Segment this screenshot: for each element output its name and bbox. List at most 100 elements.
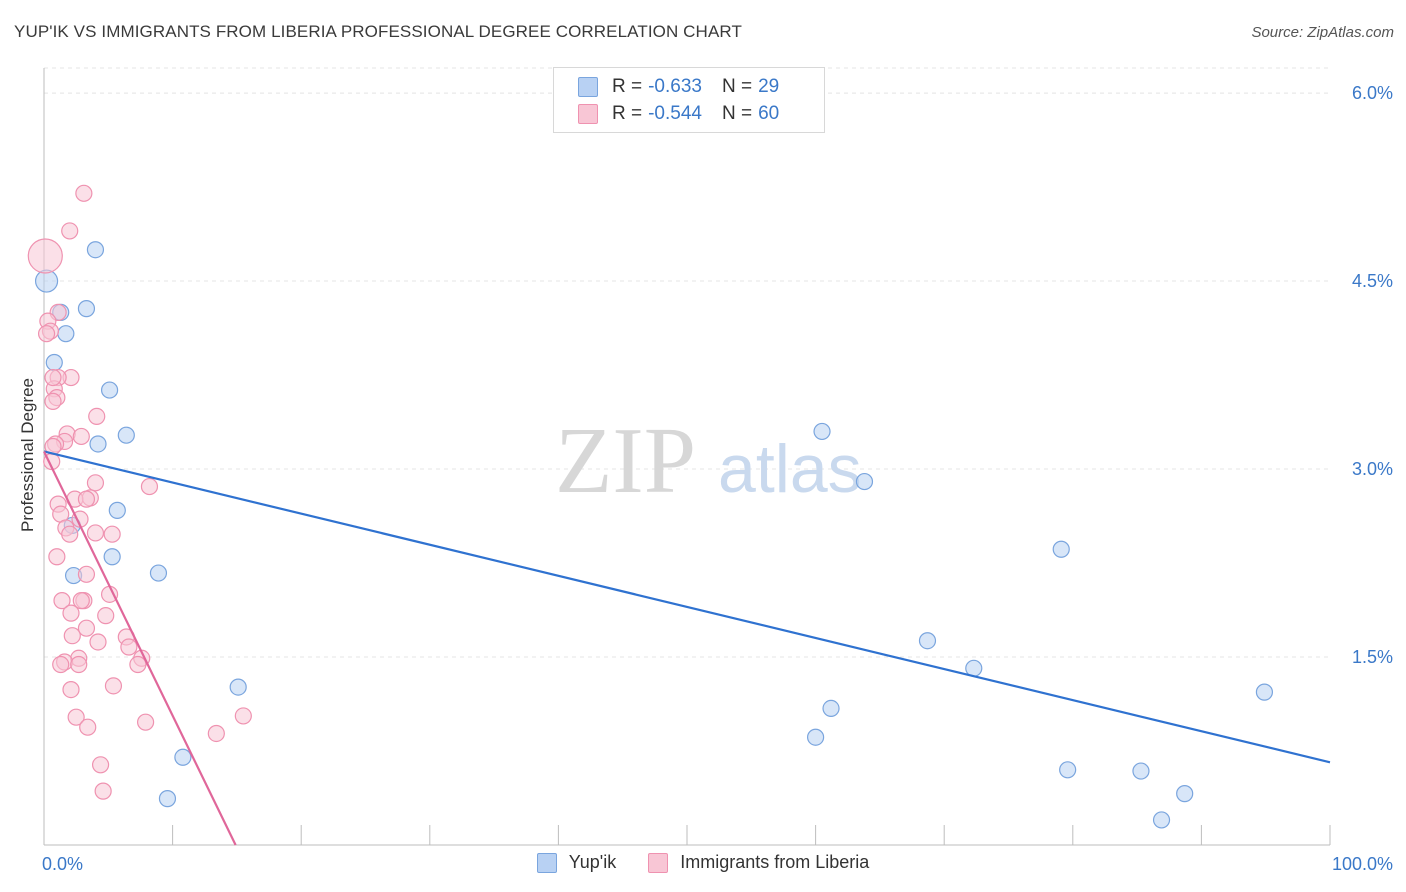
liberia-point — [44, 368, 62, 387]
yupik-point — [77, 300, 96, 318]
liberia-point — [97, 607, 115, 625]
yupik-trend-line — [43, 450, 1331, 764]
r-label: R = — [612, 76, 643, 97]
yupik-point — [100, 381, 119, 399]
yupik-point — [117, 426, 135, 444]
liberia-point — [103, 525, 121, 543]
y-tick-label: 3.0% — [1352, 459, 1393, 479]
r-value: -0.544 — [648, 103, 702, 124]
yupik-point — [822, 699, 840, 717]
liberia-point — [53, 592, 71, 610]
yupik-point — [108, 501, 126, 519]
liberia-point — [27, 238, 63, 274]
grid-layer — [44, 67, 1330, 658]
liberia-point — [72, 592, 90, 610]
y-tick-label: 6.0% — [1352, 83, 1393, 103]
y-tick-label: 1.5% — [1352, 647, 1393, 667]
liberia-point — [48, 548, 66, 566]
liberia-point — [129, 655, 147, 674]
liberia-point — [63, 627, 81, 645]
liberia-point — [75, 184, 93, 202]
liberia-point — [89, 633, 107, 651]
yupik-legend-swatch — [536, 852, 557, 873]
liberia-point — [88, 407, 106, 425]
yupik-point — [229, 678, 247, 696]
x-tick-label: 0.0% — [42, 854, 83, 874]
legend-label: Yup'ik — [568, 852, 617, 872]
liberia-point — [207, 724, 225, 743]
liberia-point — [77, 565, 96, 583]
yupik-point — [57, 325, 75, 343]
trend-layer — [43, 450, 1331, 846]
yupik-point — [918, 632, 937, 650]
liberia-point — [140, 477, 159, 496]
yupik-point — [806, 728, 825, 746]
liberia-point — [77, 619, 96, 637]
n-value: 60 — [758, 103, 780, 124]
legend-item-yupik[interactable]: Yup'ik — [536, 852, 617, 873]
liberia-point — [79, 718, 97, 736]
liberia-legend-swatch — [648, 852, 669, 873]
liberia-point — [234, 707, 252, 725]
n-label: N = — [721, 103, 753, 124]
yupik-point — [1255, 683, 1274, 701]
yupik-point — [1059, 761, 1077, 779]
yupik-point — [1152, 811, 1171, 829]
liberia-point — [37, 325, 56, 343]
yupik-point — [1132, 762, 1150, 780]
legend-item-liberia[interactable]: Immigrants from Liberia — [648, 852, 869, 873]
stats-legend: R = -0.633 N = 29 R = -0.544 N = 60 — [553, 67, 825, 133]
liberia-point — [61, 525, 79, 543]
liberia-point — [70, 655, 88, 674]
yupik-point — [1052, 540, 1070, 558]
liberia-point — [52, 655, 70, 674]
liberia-point — [104, 677, 123, 695]
yupik-point — [855, 472, 874, 491]
liberia-point — [94, 782, 112, 800]
chart-title: YUP'IK VS IMMIGRANTS FROM LIBERIA PROFES… — [14, 22, 742, 41]
yupik-point — [103, 548, 121, 566]
liberia-point — [44, 392, 62, 410]
liberia-point — [136, 713, 155, 731]
liberia-swatch — [578, 104, 598, 124]
yupik-point — [45, 353, 63, 372]
yupik-point — [86, 241, 105, 259]
x-tick-label: 100.0% — [1332, 854, 1393, 874]
liberia-trend-line — [43, 451, 237, 846]
liberia-point — [67, 708, 85, 726]
y-tick-label: 4.5% — [1352, 271, 1393, 291]
y-axis-label: Professional Degree — [18, 378, 37, 532]
liberia-point — [120, 638, 138, 656]
yupik-swatch — [578, 77, 598, 97]
stats-legend-row-liberia: R = -0.544 N = 60 — [578, 102, 799, 126]
watermark-atlas: atlas — [718, 431, 862, 507]
r-label: R = — [612, 103, 643, 124]
legend-label: Immigrants from Liberia — [680, 852, 870, 872]
series-legend: Yup'ik Immigrants from Liberia — [0, 852, 1406, 873]
liberia-point — [86, 474, 105, 492]
yupik-point — [813, 422, 831, 441]
points-layer — [27, 184, 1274, 829]
yupik-point — [89, 435, 107, 453]
watermark: ZIP atlas — [555, 409, 862, 513]
liberia-point — [86, 524, 105, 542]
yupik-point — [158, 790, 177, 808]
liberia-point — [77, 490, 96, 508]
source-label: Source: ZipAtlas.com — [1251, 24, 1394, 41]
yupik-point — [1176, 785, 1194, 803]
stats-legend-row-yupik: R = -0.633 N = 29 — [578, 75, 799, 99]
liberia-point — [91, 756, 110, 774]
liberia-point — [61, 222, 79, 240]
axis-layer — [43, 68, 1331, 846]
tick-label-layer: 1.5% 3.0% 4.5% 6.0% 0.0% 100.0% — [42, 83, 1393, 874]
yupik-point — [149, 564, 168, 582]
watermark-zip: ZIP — [555, 409, 696, 513]
yupik-point — [174, 748, 192, 766]
n-label: N = — [721, 76, 753, 97]
liberia-point — [62, 604, 80, 622]
liberia-point — [72, 427, 90, 446]
n-value: 29 — [758, 76, 780, 97]
r-value: -0.633 — [648, 76, 702, 97]
liberia-point — [62, 680, 80, 699]
